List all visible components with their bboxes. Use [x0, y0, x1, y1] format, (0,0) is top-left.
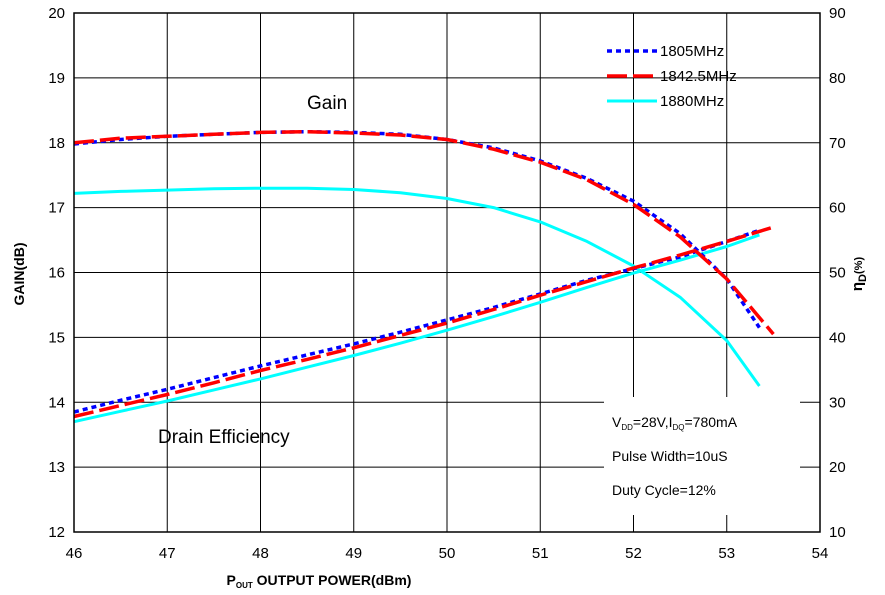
right-y-tick-labels: 10 20 30 40 50 60 70 80 90	[829, 5, 846, 541]
condition-line: Pulse Width=10uS	[612, 448, 728, 464]
x-tick-labels: 46 47 48 49 50 51 52 53 54	[66, 545, 829, 562]
right-y-tick-label: 30	[829, 394, 846, 411]
x-tick-label: 54	[812, 545, 829, 562]
x-tick-label: 50	[439, 545, 456, 562]
legend-label: 1880MHz	[660, 93, 724, 110]
left-y-tick-label: 16	[48, 265, 65, 282]
condition-text: =780mA	[685, 414, 738, 430]
right-y-axis-title: ηD(%)	[849, 257, 869, 292]
condition-text: =28V,I	[633, 414, 673, 430]
right-y-tick-label: 20	[829, 459, 846, 476]
x-axis-title-main: P	[227, 572, 236, 588]
conditions-background	[604, 397, 800, 515]
condition-line: VDD=28V,IDQ=780mA	[612, 414, 738, 432]
left-y-tick-label: 17	[48, 200, 65, 217]
left-y-tick-label: 13	[48, 459, 65, 476]
x-axis-title-sub: OUT	[236, 581, 253, 590]
right-y-tick-label: 90	[829, 5, 846, 22]
right-y-axis-title-rest: (%)	[853, 257, 865, 274]
series-efficiency-line-1880mhz	[73, 233, 760, 424]
x-axis-title-rest: OUTPUT POWER(dBm)	[253, 572, 412, 588]
right-y-tick-label: 40	[829, 329, 846, 346]
plot-frame	[73, 12, 821, 533]
left-y-axis-title: GAIN(dB)	[11, 243, 27, 306]
left-y-tick-label: 12	[48, 524, 65, 541]
right-y-axis-title-sub: D	[857, 274, 869, 282]
left-y-tick-label: 20	[48, 5, 65, 22]
right-y-axis-title-main: η	[849, 282, 866, 291]
x-tick-label: 53	[718, 545, 735, 562]
legend-label: 1842.5MHz	[660, 68, 737, 85]
right-y-tick-label: 10	[829, 524, 846, 541]
right-y-tick-label: 60	[829, 200, 846, 217]
series-lines	[73, 129, 775, 424]
right-y-tick-label: 50	[829, 265, 846, 282]
left-y-tick-label: 15	[48, 329, 65, 346]
condition-line: Duty Cycle=12%	[612, 482, 716, 498]
test-conditions: VDD=28V,IDQ=780mA Pulse Width=10uS Duty Cy…	[604, 397, 800, 515]
x-axis-title: POUT OUTPUT POWER(dBm)	[227, 572, 412, 590]
condition-subscript: DD	[621, 423, 633, 432]
condition-subscript: DQ	[673, 423, 685, 432]
x-tick-label: 47	[159, 545, 176, 562]
condition-text: Pulse Width=10uS	[612, 448, 728, 464]
series-efficiency-line-1805mhz	[73, 228, 760, 414]
left-y-tick-label: 19	[48, 70, 65, 87]
legend-label: 1805MHz	[660, 43, 724, 60]
right-y-tick-label: 70	[829, 135, 846, 152]
right-y-tick-label: 80	[829, 70, 846, 87]
series-gain-line-1880mhz	[73, 186, 761, 387]
condition-text: Duty Cycle=12%	[612, 482, 716, 498]
left-y-tick-labels: 12 13 14 15 16 17 18 19 20	[48, 5, 65, 541]
condition-text: V	[612, 414, 622, 430]
left-y-tick-label: 18	[48, 135, 65, 152]
left-y-tick-label: 14	[48, 394, 65, 411]
x-tick-label: 48	[252, 545, 269, 562]
x-tick-label: 46	[66, 545, 83, 562]
series-efficiency-line-1842-5mhz	[73, 225, 774, 419]
series-gain-line-1805mhz	[73, 129, 761, 329]
legend: 1805MHz 1842.5MHz 1880MHz	[607, 43, 737, 110]
drain-efficiency-annotation: Drain Efficiency	[158, 427, 290, 448]
x-tick-label: 49	[345, 545, 362, 562]
series-gain-line-1842-5mhz	[73, 129, 775, 336]
x-tick-label: 51	[532, 545, 549, 562]
gain-annotation: Gain	[307, 93, 347, 114]
x-tick-label: 52	[625, 545, 642, 562]
